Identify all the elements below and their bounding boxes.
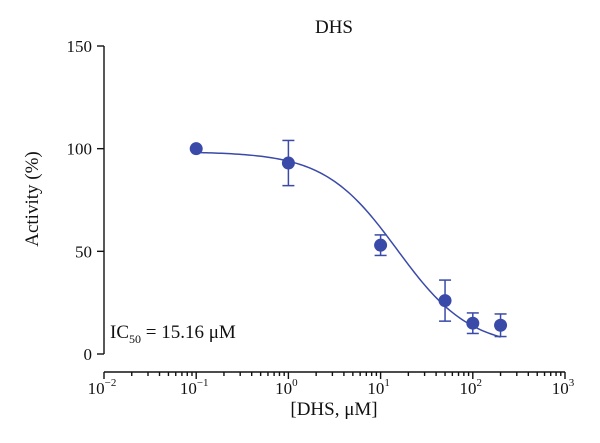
ic50-suffix: = 15.16 μM (141, 322, 236, 343)
x-tick-label: 101 (367, 377, 390, 398)
x-tick-label: 102 (460, 377, 483, 398)
y-axis-title: Activity (%) (22, 151, 43, 247)
data-point (466, 316, 480, 330)
x-tick-label: 100 (275, 377, 298, 398)
y-tick-label: 150 (67, 37, 93, 56)
ic50-annotation: IC50 = 15.16 μM (110, 322, 236, 346)
x-tick-label: 10−1 (180, 377, 209, 398)
data-point (189, 142, 203, 156)
data-point (281, 156, 295, 170)
data-points (189, 139, 508, 338)
chart-title: DHS (315, 17, 353, 38)
x-tick-label: 10−2 (88, 377, 117, 398)
data-point (374, 238, 388, 252)
fit-curve-group (196, 151, 501, 338)
x-axis-title: [DHS, μM] (290, 399, 377, 420)
y-tick-label: 50 (75, 242, 92, 261)
fit-curve (196, 151, 501, 338)
y-ticks: 0 50 100 150 (67, 37, 104, 364)
ic50-prefix: IC (110, 322, 129, 343)
data-point (438, 294, 452, 308)
data-point (494, 318, 508, 332)
ic50-subscript: 50 (129, 332, 141, 346)
y-tick-label: 100 (67, 140, 93, 159)
x-ticks: 10−2 10−1 100 101 102 103 (88, 372, 575, 398)
y-tick-label: 0 (84, 345, 93, 364)
x-tick-label: 103 (552, 377, 575, 398)
